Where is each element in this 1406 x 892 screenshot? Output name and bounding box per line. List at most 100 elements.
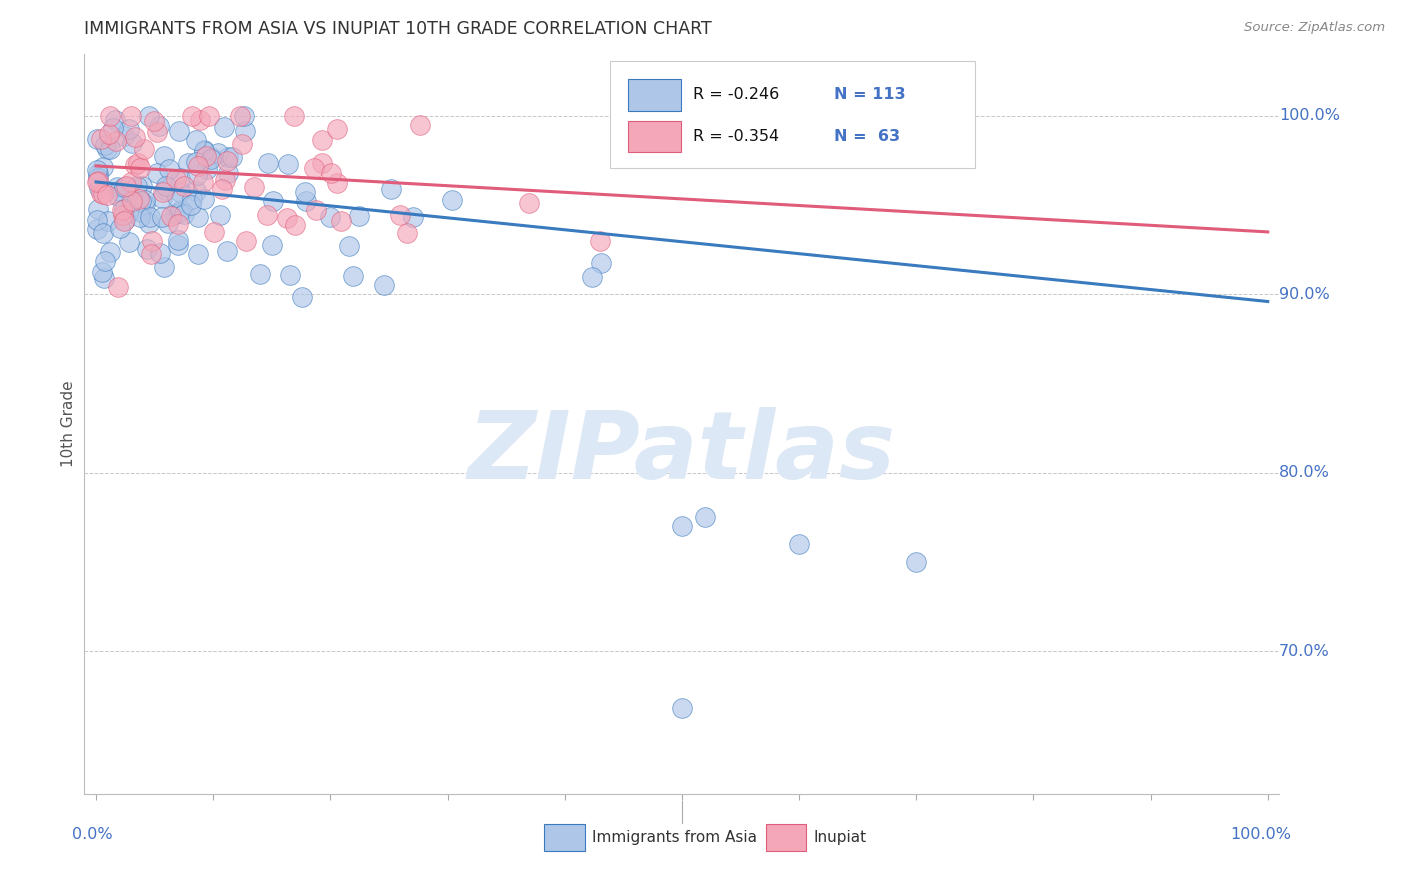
Point [187,211,209,225]
Point [167,206,190,220]
Point [114,213,136,227]
Point [131,179,153,194]
Point [129,194,152,208]
Point [129,204,152,219]
Point [93,138,115,153]
Point [128,192,150,206]
Text: ZIPatlas: ZIPatlas [468,408,896,500]
Point [149,246,172,260]
Point [207,146,229,161]
Point [118,122,141,136]
Point [153,183,176,197]
Point [284,218,307,232]
Point [342,268,364,283]
Point [167,124,190,138]
Point [138,216,160,230]
Point [186,168,208,182]
Point [143,113,166,128]
Point [589,256,612,270]
Point [165,207,187,221]
Point [221,150,243,164]
Point [311,156,333,170]
Point [173,179,195,194]
Point [105,180,128,194]
Point [98,109,121,123]
Point [231,136,253,151]
Point [373,277,395,292]
Point [111,202,134,217]
Point [121,136,143,150]
Point [249,267,271,281]
Point [388,209,411,223]
FancyBboxPatch shape [544,824,585,851]
Point [139,211,162,225]
Point [260,238,283,252]
Point [396,226,419,240]
Point [93,270,115,285]
Point [186,154,208,169]
Point [176,156,198,170]
Text: N =  63: N = 63 [834,129,900,144]
Point [91,160,114,174]
Point [134,196,156,211]
Point [276,211,298,225]
Text: 0.0%: 0.0% [73,827,112,842]
Point [229,109,252,123]
Point [112,214,135,228]
Point [97,214,120,228]
Point [104,112,127,127]
Point [165,171,187,186]
Point [167,217,190,231]
Point [217,166,239,180]
Point [194,148,217,162]
Point [191,175,214,189]
Point [294,185,316,199]
Point [96,188,118,202]
Point [671,701,693,715]
Point [112,128,135,143]
Text: Inupiat: Inupiat [814,830,866,845]
Point [187,159,209,173]
Point [440,193,463,207]
Point [170,203,193,218]
Point [121,175,143,189]
Point [188,112,211,127]
Text: Source: ZipAtlas.com: Source: ZipAtlas.com [1244,21,1385,34]
Point [153,149,176,163]
Point [215,244,238,258]
Point [90,186,112,200]
Point [86,132,108,146]
Point [402,210,425,224]
Point [187,247,209,261]
Point [330,214,353,228]
Point [519,196,541,211]
Point [283,109,305,123]
Point [128,161,150,176]
Point [166,233,188,247]
Point [107,280,129,294]
Point [257,156,280,170]
Point [233,124,256,138]
Point [86,222,108,236]
Point [152,210,174,224]
Point [146,166,169,180]
Point [87,202,110,216]
Point [167,237,190,252]
Point [107,189,129,203]
Point [148,119,170,133]
Point [150,191,173,205]
Point [589,234,612,248]
Text: Immigrants from Asia: Immigrants from Asia [592,830,758,845]
Point [160,209,183,223]
Point [256,208,278,222]
Point [671,519,693,533]
Text: 80.0%: 80.0% [1279,466,1330,480]
FancyBboxPatch shape [766,824,806,851]
Point [409,118,432,132]
Point [202,225,225,239]
Point [278,268,301,282]
Point [193,144,215,158]
Point [217,150,239,164]
Point [155,178,177,193]
Point [214,173,236,187]
